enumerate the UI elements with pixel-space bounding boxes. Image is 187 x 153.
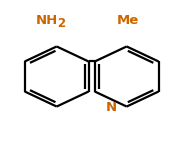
Text: Me: Me <box>117 14 139 27</box>
Text: NH: NH <box>35 14 58 27</box>
Text: 2: 2 <box>57 17 65 30</box>
Text: N: N <box>105 101 117 114</box>
